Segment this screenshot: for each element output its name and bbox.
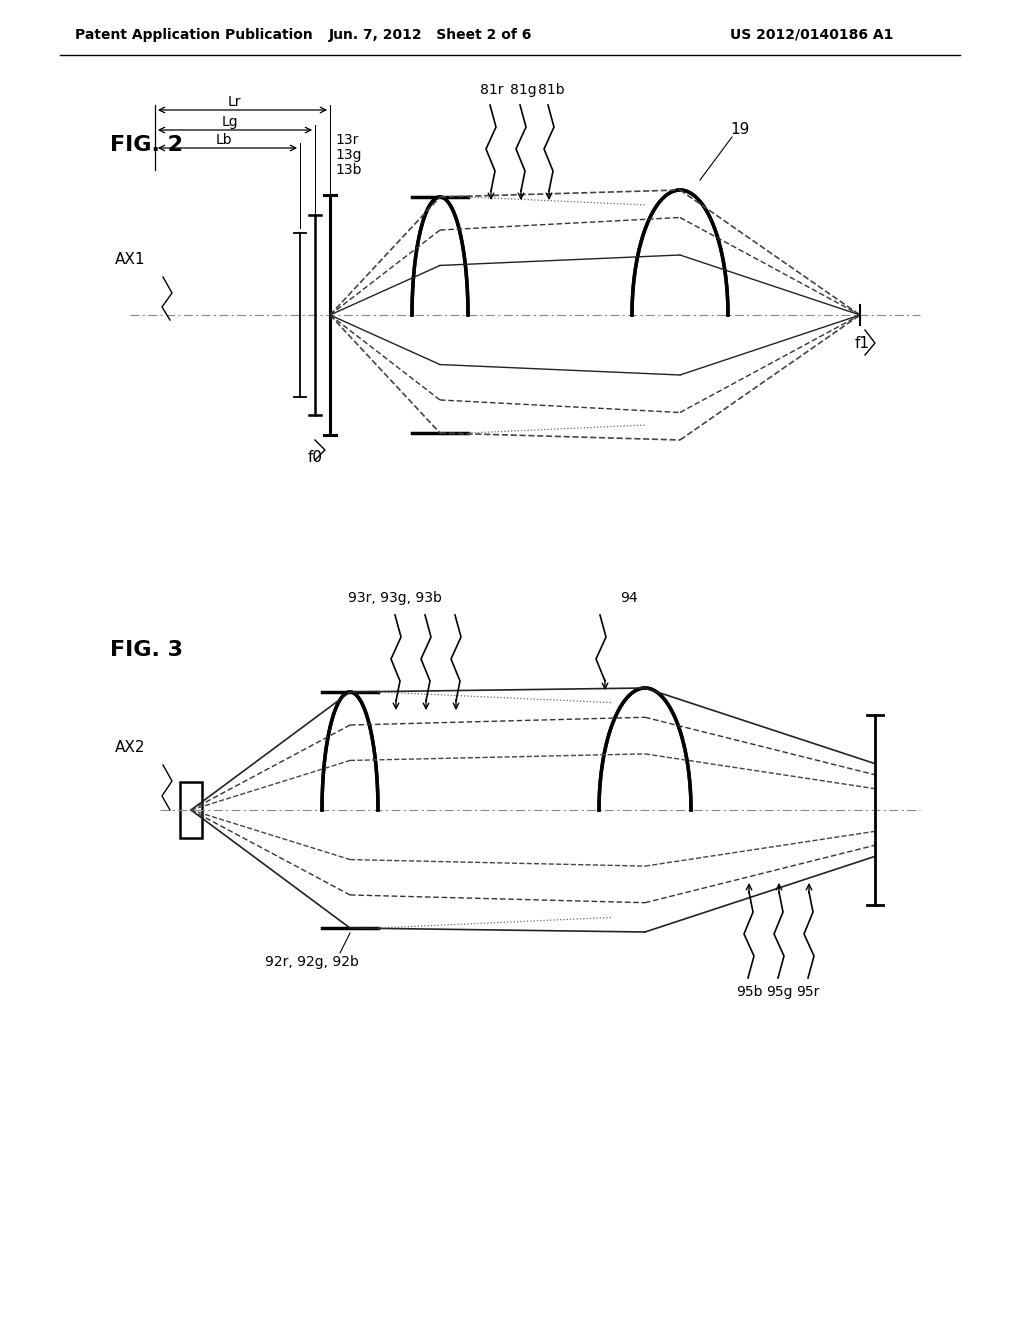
- Bar: [180, 781, 202, 838]
- Text: FIG. 2: FIG. 2: [110, 135, 183, 154]
- Text: 81g: 81g: [510, 83, 537, 96]
- Text: 81r: 81r: [480, 83, 504, 96]
- Text: 95b: 95b: [736, 985, 763, 999]
- Text: Lg: Lg: [221, 115, 239, 129]
- Text: Lb: Lb: [216, 133, 232, 147]
- Text: 95g: 95g: [766, 985, 793, 999]
- Text: 13r: 13r: [335, 133, 358, 147]
- Text: 95r: 95r: [796, 985, 819, 999]
- Text: FIG. 3: FIG. 3: [110, 640, 183, 660]
- Text: Patent Application Publication: Patent Application Publication: [75, 28, 312, 42]
- Text: 19: 19: [730, 123, 750, 137]
- Text: Lr: Lr: [227, 95, 241, 110]
- Text: 92r, 92g, 92b: 92r, 92g, 92b: [265, 954, 358, 969]
- Text: AX2: AX2: [115, 741, 145, 755]
- Text: 13g: 13g: [335, 148, 361, 162]
- Text: f0: f0: [308, 450, 323, 465]
- Text: 93r, 93g, 93b: 93r, 93g, 93b: [348, 591, 442, 605]
- Text: US 2012/0140186 A1: US 2012/0140186 A1: [730, 28, 893, 42]
- Text: 13b: 13b: [335, 162, 361, 177]
- Text: 81b: 81b: [538, 83, 564, 96]
- Text: Jun. 7, 2012   Sheet 2 of 6: Jun. 7, 2012 Sheet 2 of 6: [329, 28, 531, 42]
- Text: AX1: AX1: [115, 252, 145, 268]
- Text: f1: f1: [855, 335, 870, 351]
- Text: 94: 94: [620, 591, 638, 605]
